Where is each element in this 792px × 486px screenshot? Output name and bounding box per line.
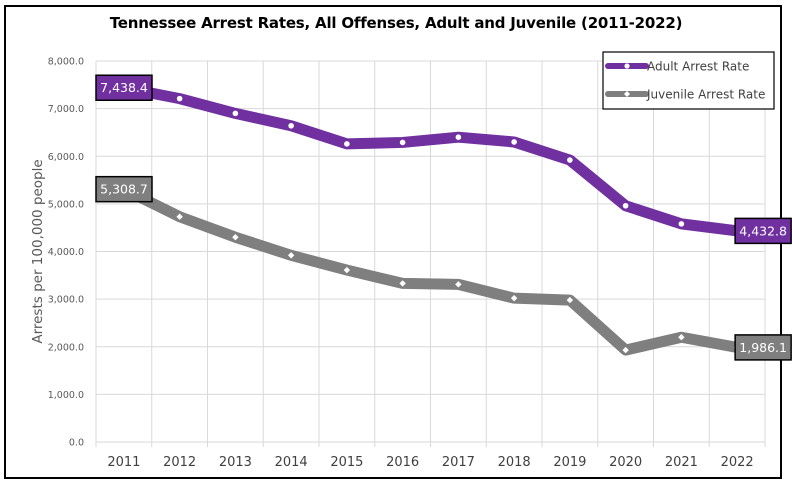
chart-title: Tennessee Arrest Rates, All Offenses, Ad… [109, 14, 683, 32]
x-tick-label: 2016 [386, 455, 419, 470]
x-axis-ticks: 2011 2012 2013 2014 2015 2016 2017 2018 2019 2020… [107, 455, 753, 470]
y-tick-label: 0.0 [69, 438, 84, 449]
x-tick-label: 2022 [721, 455, 754, 470]
data-point [455, 134, 462, 140]
data-label: 7,438.4 [95, 74, 153, 101]
data-point [566, 296, 574, 304]
x-tick-label: 2015 [330, 455, 363, 470]
data-label: 1,986.1 [734, 334, 792, 361]
series-group [120, 82, 741, 356]
data-label-text: 7,438.4 [100, 80, 148, 95]
x-tick-label: 2014 [275, 455, 308, 470]
data-label: 5,308.7 [95, 175, 153, 203]
data-point [343, 266, 351, 274]
y-tick-label: 1,000.0 [48, 390, 84, 401]
legend-label: Adult Arrest Rate [647, 60, 749, 74]
data-point [455, 281, 462, 288]
x-tick-label: 2020 [609, 455, 642, 470]
legend: Adult Arrest Rate Juvenile Arrest Rate [602, 51, 775, 110]
data-point [232, 110, 239, 117]
data-point [176, 95, 183, 102]
data-label-box [95, 175, 153, 203]
y-axis-label: Arrests per 100,000 people [30, 159, 46, 343]
data-point [344, 141, 350, 147]
data-label: 4,432.8 [734, 217, 792, 245]
y-tick-label: 5,000.0 [48, 199, 84, 210]
y-tick-label: 7,000.0 [48, 104, 84, 115]
y-tick-label: 8,000.0 [48, 57, 84, 68]
data-point [567, 157, 573, 163]
data-point [399, 139, 406, 146]
legend-marker [624, 63, 630, 69]
x-tick-label: 2017 [442, 455, 475, 470]
data-point [511, 139, 517, 145]
x-tick-label: 2012 [163, 455, 196, 470]
legend-label: Juvenile Arrest Rate [646, 88, 765, 102]
data-point [399, 280, 406, 287]
y-tick-label: 3,000.0 [48, 295, 84, 306]
data-label-text: 1,986.1 [739, 340, 787, 355]
data-label-box [95, 74, 153, 101]
legend-box [602, 51, 775, 110]
x-tick-label: 2013 [219, 455, 252, 470]
data-point [232, 234, 239, 241]
data-point [622, 346, 629, 354]
data-label-text: 5,308.7 [100, 182, 148, 197]
legend-marker [624, 91, 630, 97]
x-tick-label: 2019 [553, 455, 586, 470]
y-tick-label: 2,000.0 [48, 342, 84, 353]
data-point [176, 213, 183, 220]
legend-item-adult: Adult Arrest Rate [605, 60, 749, 74]
y-tick-label: 6,000.0 [48, 152, 84, 163]
data-point [288, 122, 294, 129]
data-point [678, 334, 685, 341]
data-point [678, 221, 685, 227]
y-axis-ticks: 0.0 1,000.0 2,000.0 3,000.0 4,000.0 5,000.0 6,… [48, 57, 84, 449]
legend-item-juvenile: Juvenile Arrest Rate [605, 88, 765, 102]
series-line [122, 82, 738, 237]
gridlines [95, 60, 766, 447]
x-tick-label: 2011 [107, 455, 140, 470]
data-point [287, 252, 295, 259]
data-label-box [734, 334, 792, 361]
x-tick-label: 2021 [665, 455, 698, 470]
data-labels: 7,438.4 4,432.8 5,308.7 1,986.1 [95, 74, 792, 361]
y-tick-label: 4,000.0 [48, 247, 84, 258]
data-label-text: 4,432.8 [739, 223, 787, 238]
series-line [121, 184, 739, 356]
data-point [510, 294, 518, 302]
data-point [622, 202, 629, 209]
data-label-box [734, 217, 792, 245]
x-tick-label: 2018 [498, 455, 531, 470]
